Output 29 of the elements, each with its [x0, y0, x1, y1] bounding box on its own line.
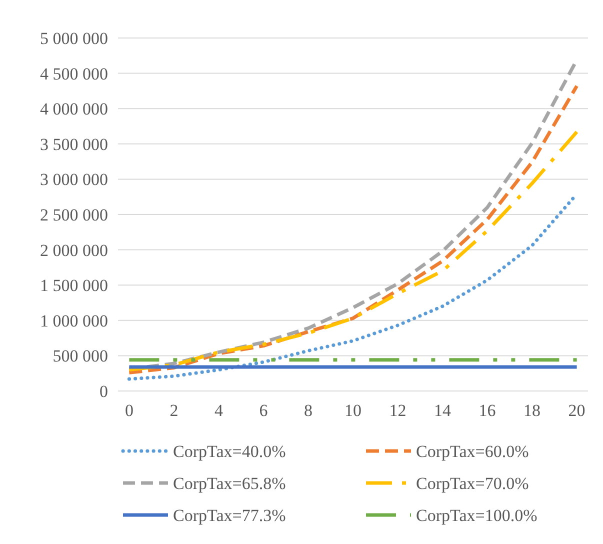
y-tick-label: 0 — [100, 382, 108, 401]
legend-label: CorpTax=60.0% — [416, 442, 529, 461]
x-tick-label: 12 — [389, 401, 406, 420]
y-tick-label: 5 000 000 — [40, 28, 108, 48]
x-tick-label: 16 — [478, 401, 496, 420]
y-tick-label: 3 500 000 — [40, 134, 108, 154]
x-tick-label: 14 — [434, 401, 452, 420]
legend-label: CorpTax=77.3% — [173, 506, 286, 525]
x-tick-label: 18 — [524, 401, 541, 420]
x-tick-label: 20 — [568, 401, 586, 420]
x-tick-label: 10 — [344, 401, 362, 420]
y-tick-label: 4 500 000 — [40, 64, 108, 84]
y-tick-label: 1 000 000 — [40, 311, 108, 330]
legend-label: CorpTax=70.0% — [416, 474, 529, 493]
legend-label: CorpTax=65.8% — [173, 474, 286, 493]
y-tick-label: 3 000 000 — [40, 170, 108, 190]
line-series — [127, 130, 579, 372]
x-tick-label: 2 — [170, 401, 178, 420]
y-tick-label: 500 000 — [52, 346, 108, 366]
y-tick-label: 2 000 000 — [40, 240, 108, 260]
x-tick-label: 8 — [304, 401, 312, 420]
x-tick-label: 4 — [214, 401, 224, 420]
y-tick-label: 4 000 000 — [40, 100, 108, 119]
x-tick-label: 0 — [124, 401, 134, 420]
legend-label: CorpTax=100.0% — [416, 506, 538, 525]
x-tick-label: 6 — [259, 401, 268, 420]
y-tick-label: 2 500 000 — [40, 205, 108, 224]
y-tick-label: 1 500 000 — [40, 276, 108, 296]
legend-label: CorpTax=40.0% — [173, 442, 286, 461]
